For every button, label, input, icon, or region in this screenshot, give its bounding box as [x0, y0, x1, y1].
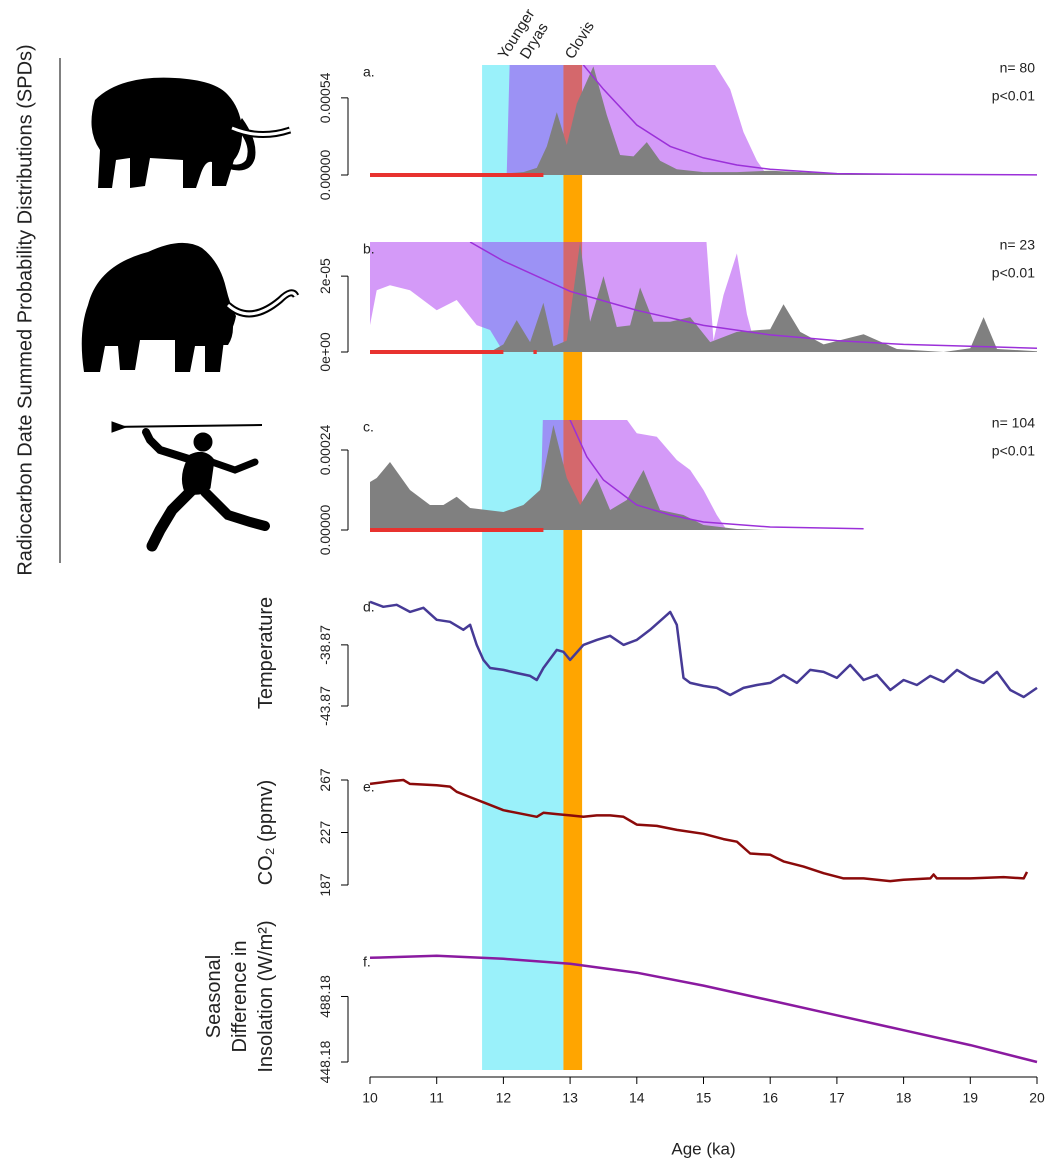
panel-label: b. [363, 241, 375, 257]
x-tick-label: 11 [429, 1090, 444, 1106]
y-tick-label: 0.00000 [317, 504, 333, 555]
y-tick-label: 267 [317, 768, 333, 792]
y-tick-label: 0.00000 [317, 149, 333, 200]
panel: 187 227 267 e. CO₂ (ppmv) [255, 768, 1027, 897]
panels: 0.00000 0.00054 a. n= 80 p<0.01 0e+00 2e-05 b. n… [203, 39, 1045, 1158]
x-tick-label: 15 [696, 1090, 712, 1106]
figure: YoungerDryasClovis Radiocarbon Date Summ… [0, 0, 1047, 1162]
panel-label: f. [363, 954, 371, 970]
y-tick-label: 0e+00 [317, 332, 333, 372]
y-tick-label: 448.18 [317, 1040, 333, 1083]
y-tick-label: -43.87 [317, 686, 333, 726]
annotation: n= 23 [1000, 237, 1036, 253]
y-axis-label: CO₂ (ppmv) [255, 780, 277, 886]
y-axis-label: Difference in [229, 941, 251, 1053]
x-tick-label: 13 [562, 1090, 578, 1106]
data-line [370, 780, 1027, 881]
figure-ylabel: Radiocarbon Date Summed Probability Dist… [14, 44, 36, 575]
y-tick-label: 187 [317, 873, 333, 897]
panel: -43.87 -38.87 d. Temperature [255, 597, 1037, 726]
annotation: n= 80 [1000, 60, 1036, 76]
x-tick-label: 20 [1029, 1090, 1045, 1106]
hunter-silhouette [112, 422, 265, 546]
x-tick-label: 17 [829, 1090, 845, 1106]
x-tick-label: 10 [362, 1090, 378, 1106]
annotation: p<0.01 [992, 265, 1035, 281]
annotation: p<0.01 [992, 88, 1035, 104]
y-tick-label: 227 [317, 821, 333, 845]
panel-label: c. [363, 419, 374, 435]
panel: 0e+00 2e-05 b. n= 23 p<0.01 [317, 200, 1037, 371]
y-tick-label: 0.00024 [317, 424, 333, 475]
mastodon-silhouette [91, 78, 290, 188]
period-band [563, 65, 582, 1070]
period-band [482, 65, 563, 1070]
annotation: n= 104 [992, 415, 1035, 431]
x-axis-label: Age (ka) [671, 1139, 735, 1158]
y-axis-label: Temperature [255, 597, 277, 709]
mammoth-silhouette [82, 243, 296, 372]
panel-label: a. [363, 64, 375, 80]
data-line [370, 602, 1037, 697]
panel: 0.00000 0.00054 a. n= 80 p<0.01 [317, 39, 1037, 200]
x-tick-label: 19 [963, 1090, 979, 1106]
panel: 0.00000 0.00024 c. n= 104 p<0.01 [317, 397, 1037, 556]
y-axis-label: Insolation (W/m²) [255, 920, 277, 1072]
x-tick-label: 12 [496, 1090, 512, 1106]
panel-label: e. [363, 779, 375, 795]
page: {"figure": {"ylabel": "Radiocarbon Date … [0, 0, 1047, 1162]
y-tick-label: 0.00054 [317, 72, 333, 123]
period-label: Clovis [562, 18, 598, 62]
y-tick-label: 488.18 [317, 975, 333, 1018]
y-tick-label: 2e-05 [317, 258, 333, 294]
y-tick-label: -38.87 [317, 625, 333, 665]
x-tick-label: 16 [762, 1090, 778, 1106]
data-line [370, 956, 1037, 1062]
x-tick-label: 14 [629, 1090, 645, 1106]
panel-label: d. [363, 599, 375, 615]
x-tick-label: 18 [896, 1090, 912, 1106]
y-axis-label: Seasonal [203, 955, 225, 1038]
annotation: p<0.01 [992, 443, 1035, 459]
